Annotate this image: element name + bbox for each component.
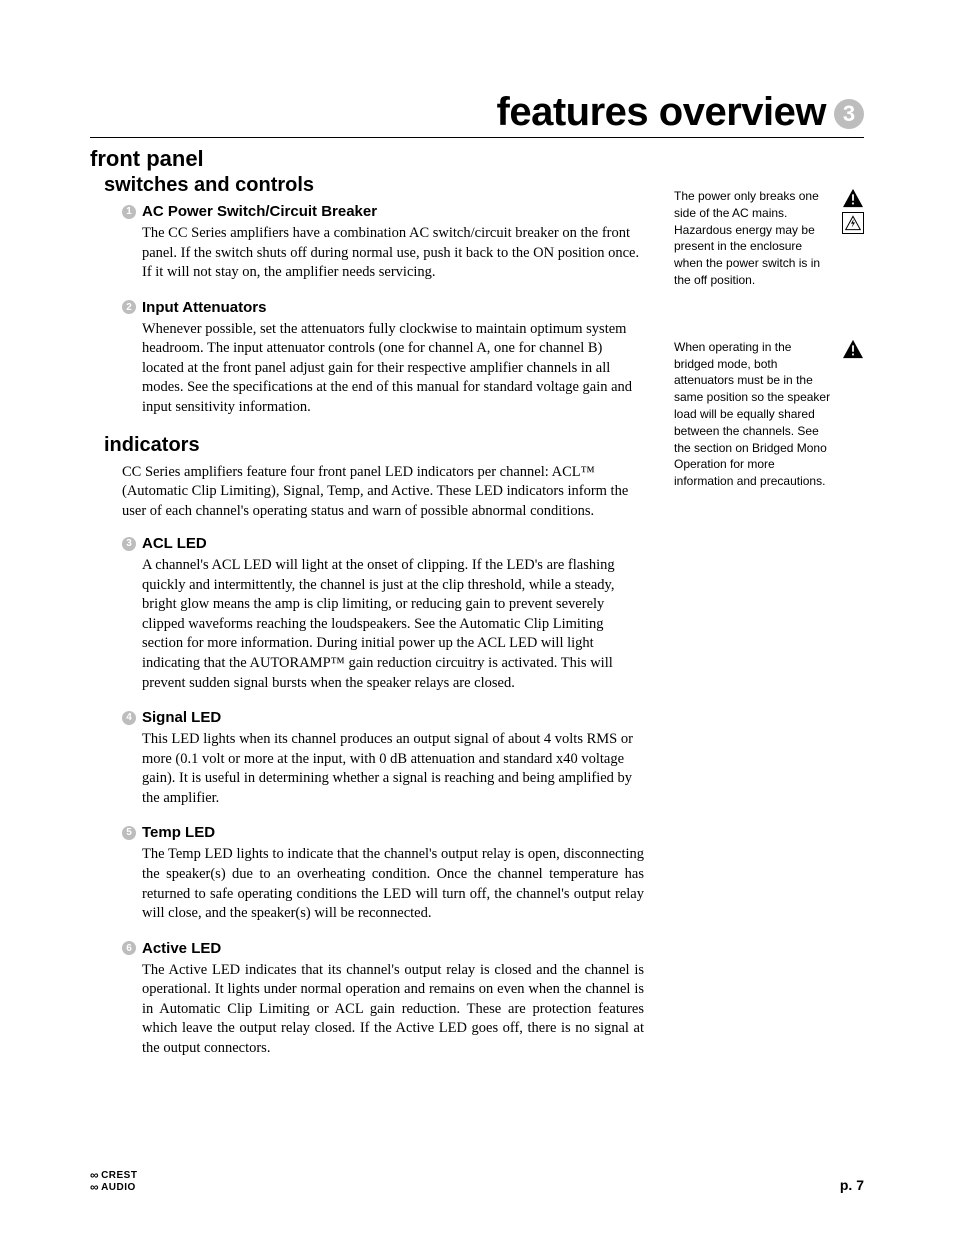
item-title: ACL LED — [142, 535, 207, 552]
side-notes-column: The power only breaks one side of the AC… — [674, 146, 864, 1074]
item-input-attenuators: 2 Input Attenuators Whenever possible, s… — [90, 299, 644, 418]
heading-front-panel: front panel — [90, 146, 644, 172]
page-title: features overview — [497, 90, 826, 135]
main-column: front panel switches and controls 1 AC P… — [90, 146, 644, 1074]
item-acl-led: 3 ACL LED A channel's ACL LED will light… — [90, 535, 644, 693]
heading-indicators: indicators — [104, 434, 644, 457]
bullet-icon: 1 — [122, 205, 136, 219]
item-title: AC Power Switch/Circuit Breaker — [142, 203, 377, 220]
item-body: The Temp LED lights to indicate that the… — [142, 845, 644, 923]
warning-note: When operating in the bridged mode, both… — [674, 339, 864, 490]
bullet-icon: 4 — [122, 711, 136, 725]
note-text: When operating in the bridged mode, both… — [674, 339, 832, 490]
item-title: Input Attenuators — [142, 299, 266, 316]
item-body: The Active LED indicates that its channe… — [142, 961, 644, 1059]
note-text: The power only breaks one side of the AC… — [674, 188, 832, 289]
warning-icon — [842, 188, 864, 208]
item-temp-led: 5 Temp LED The Temp LED lights to indica… — [90, 824, 644, 923]
bullet-icon: 2 — [122, 300, 136, 314]
heading-switches: switches and controls — [104, 174, 644, 197]
page-number: p. 7 — [840, 1177, 864, 1193]
item-active-led: 6 Active LED The Active LED indicates th… — [90, 940, 644, 1059]
item-body: This LED lights when its channel produce… — [142, 730, 644, 808]
brand-logo: ∞CREST ∞AUDIO — [90, 1170, 137, 1193]
item-title: Active LED — [142, 940, 221, 957]
warning-note: The power only breaks one side of the AC… — [674, 188, 864, 289]
logo-line1: CREST — [101, 1171, 137, 1181]
item-body: A channel's ACL LED will light at the on… — [142, 556, 644, 693]
section-number-badge: 3 — [834, 99, 864, 129]
item-body: The CC Series amplifiers have a combinat… — [142, 224, 644, 283]
warning-icon — [842, 339, 864, 359]
item-title: Temp LED — [142, 824, 215, 841]
title-row: features overview 3 — [90, 90, 864, 138]
shock-hazard-icon — [842, 212, 864, 234]
bullet-icon: 5 — [122, 826, 136, 840]
item-body: Whenever possible, set the attenuators f… — [142, 320, 644, 418]
item-title: Signal LED — [142, 709, 221, 726]
item-signal-led: 4 Signal LED This LED lights when its ch… — [90, 709, 644, 808]
indicators-intro: CC Series amplifiers feature four front … — [122, 463, 644, 522]
logo-line2: AUDIO — [101, 1183, 136, 1193]
item-ac-power: 1 AC Power Switch/Circuit Breaker The CC… — [90, 203, 644, 283]
bullet-icon: 3 — [122, 537, 136, 551]
footer: ∞CREST ∞AUDIO p. 7 — [90, 1170, 864, 1193]
bullet-icon: 6 — [122, 941, 136, 955]
